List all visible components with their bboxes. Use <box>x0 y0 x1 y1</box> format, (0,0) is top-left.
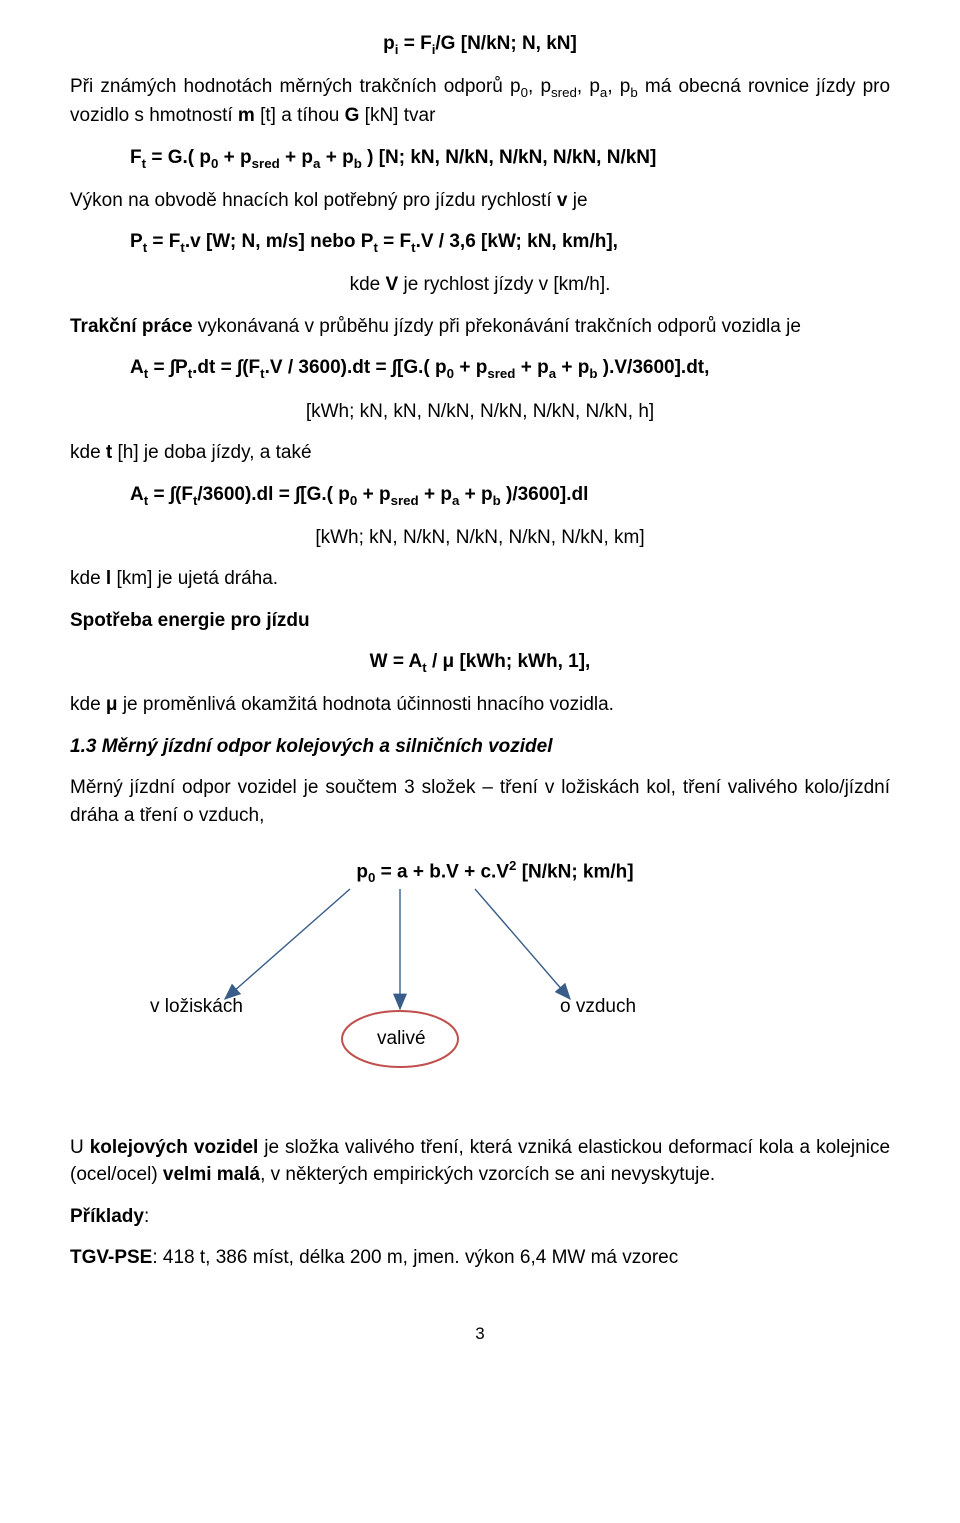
para-mu: kde μ je proměnlivá okamžitá hodnota úči… <box>70 691 890 719</box>
eq-at1: At = ∫Pt.dt = ∫(Ft.V / 3600).dt = ∫[G.( … <box>130 354 890 383</box>
eq-pt: Pt = Ft.v [W; N, m/s] nebo Pt = Ft.V / 3… <box>130 228 890 257</box>
para-power: Výkon na obvodě hnacích kol potřebný pro… <box>70 187 890 215</box>
para-three-components: Měrný jízdní odpor vozidel je součtem 3 … <box>70 774 890 829</box>
eq-ft: Ft = G.( p0 + psred + pa + pb ) [N; kN, … <box>130 144 890 173</box>
para-traction-work: Trakční práce vykonávaná v průběhu jízdy… <box>70 313 890 341</box>
svg-text:v ložiskách: v ložiskách <box>150 996 243 1017</box>
units-at2: [kWh; kN, N/kN, N/kN, N/kN, N/kN, km] <box>70 524 890 552</box>
para-rail-vehicles: U kolejových vozidel je složka valivého … <box>70 1134 890 1189</box>
diagram-svg: p0 = a + b.V + c.V2 [N/kN; km/h] v ložis… <box>70 844 890 1124</box>
diagram-formula-arrows: p0 = a + b.V + c.V2 [N/kN; km/h] v ložis… <box>70 844 890 1124</box>
page-number: 3 <box>70 1322 890 1347</box>
eq-top: pi = Fi/G [N/kN; N, kN] <box>70 30 890 59</box>
svg-text:o vzduch: o vzduch <box>560 996 636 1017</box>
examples-heading: Příklady: <box>70 1203 890 1231</box>
para-velocity: kde V je rychlost jízdy v [km/h]. <box>70 271 890 299</box>
eq-w: W = At / μ [kWh; kWh, 1], <box>70 648 890 677</box>
intro-paragraph: Při známých hodnotách měrných trakčních … <box>70 73 890 130</box>
units-at1: [kWh; kN, kN, N/kN, N/kN, N/kN, N/kN, h] <box>70 398 890 426</box>
para-distance: kde l [km] je ujetá dráha. <box>70 565 890 593</box>
svg-text:valivé: valivé <box>377 1028 426 1049</box>
section-title: 1.3 Měrný jízdní odpor kolejových a siln… <box>70 733 890 761</box>
subhead-energy: Spotřeba energie pro jízdu <box>70 607 890 635</box>
diagram-formula: p0 = a + b.V + c.V2 [N/kN; km/h] <box>280 856 710 887</box>
eq-at2: At = ∫(Ft/3600).dl = ∫[G.( p0 + psred + … <box>130 481 890 510</box>
para-time: kde t [h] je doba jízdy, a také <box>70 439 890 467</box>
example-tgv: TGV-PSE: 418 t, 386 míst, délka 200 m, j… <box>70 1244 890 1272</box>
